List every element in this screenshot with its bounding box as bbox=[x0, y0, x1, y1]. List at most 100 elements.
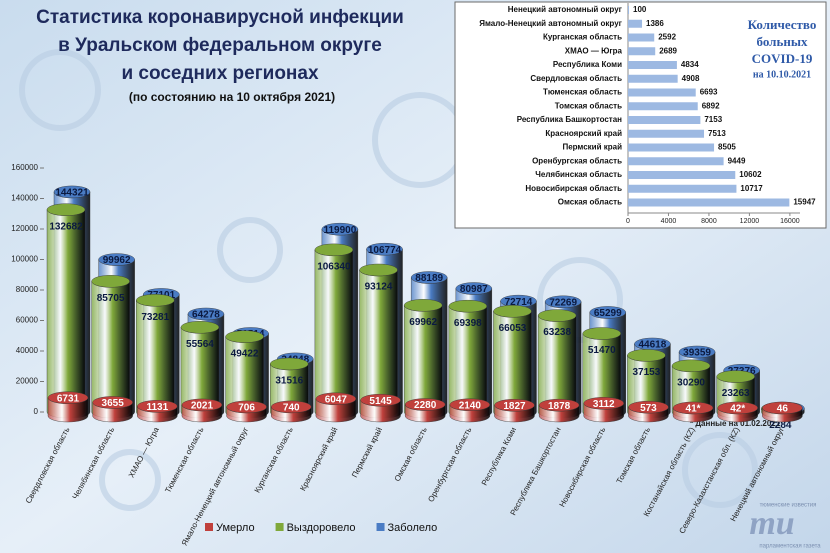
subtitle: (по состоянию на 10 октября 2021) bbox=[129, 90, 335, 104]
y-tick-label: 60000 bbox=[16, 316, 39, 325]
value-label: 2140 bbox=[459, 400, 482, 411]
value-label: 6047 bbox=[325, 394, 348, 405]
value-label: 15947 bbox=[793, 198, 816, 207]
cylinder-top bbox=[582, 327, 621, 340]
value-label: 66053 bbox=[499, 323, 527, 334]
value-label: 4834 bbox=[681, 60, 699, 69]
cylinder-top bbox=[762, 401, 803, 415]
cylinder-top bbox=[455, 282, 493, 295]
value-label: 573 bbox=[640, 403, 657, 414]
value-label: 6731 bbox=[57, 393, 80, 404]
cylinder-top bbox=[92, 396, 133, 409]
y-tick-label: ХМАО — Югра bbox=[565, 46, 623, 55]
value-label: 2592 bbox=[658, 33, 676, 42]
value-label: 73281 bbox=[141, 312, 169, 323]
value-label: 6693 bbox=[700, 88, 718, 97]
cylinder bbox=[46, 209, 86, 419]
legend-swatch bbox=[376, 523, 385, 531]
y-tick-label: Челябинская область bbox=[535, 170, 622, 179]
bar bbox=[628, 19, 643, 28]
legend-label: Умерло bbox=[216, 522, 255, 534]
bar bbox=[628, 157, 724, 166]
value-label: 2284 bbox=[769, 420, 792, 431]
cylinder-top bbox=[91, 275, 130, 288]
watermark-logo: mu bbox=[749, 505, 794, 542]
cylinder-top bbox=[583, 397, 624, 410]
value-label: 3112 bbox=[593, 399, 615, 410]
value-label: 85705 bbox=[97, 293, 125, 304]
y-tick-label: Новосибирская область bbox=[525, 184, 622, 193]
bar bbox=[628, 33, 655, 42]
y-tick-label: Ненецкий автономный округ bbox=[508, 5, 623, 14]
value-label: 1878 bbox=[548, 401, 571, 412]
y-tick-label: 0 bbox=[34, 407, 39, 416]
cylinder-top bbox=[47, 391, 89, 404]
cylinder-top bbox=[366, 242, 403, 256]
value-label: 2021 bbox=[191, 401, 214, 412]
cylinder-top bbox=[537, 309, 577, 322]
legend-label: Выздоровело bbox=[287, 522, 356, 534]
y-tick-label: 160000 bbox=[11, 163, 38, 172]
y-tick-label: 120000 bbox=[11, 224, 38, 233]
value-label: 88189 bbox=[415, 273, 443, 284]
cylinder-top bbox=[589, 306, 626, 319]
inset-title: Количество bbox=[748, 17, 817, 32]
cylinder-top bbox=[678, 345, 716, 359]
value-label: 72269 bbox=[549, 297, 577, 308]
cylinder-top bbox=[226, 400, 267, 414]
bar bbox=[628, 47, 656, 56]
title: и соседних регионах bbox=[121, 63, 318, 84]
bar bbox=[628, 74, 678, 83]
value-label: 41* bbox=[686, 404, 701, 415]
cylinder-top bbox=[315, 392, 357, 405]
x-tick-label: 4000 bbox=[661, 218, 677, 225]
value-label: 65299 bbox=[594, 308, 622, 319]
legend-label: Заболело bbox=[388, 522, 438, 534]
value-label: 72714 bbox=[505, 297, 533, 308]
value-label: 39359 bbox=[683, 348, 711, 359]
x-tick-label: 8000 bbox=[701, 218, 717, 225]
value-label: 23263 bbox=[722, 388, 750, 399]
x-tick-label: 12000 bbox=[740, 218, 760, 225]
value-label: 7513 bbox=[708, 129, 726, 138]
cylinder-top bbox=[494, 399, 535, 412]
value-label: 99962 bbox=[103, 255, 131, 266]
title: в Уральском федеральном округе bbox=[58, 35, 382, 56]
legend-swatch bbox=[275, 523, 284, 531]
y-tick-label: 20000 bbox=[16, 377, 39, 386]
cylinder-top bbox=[404, 398, 446, 411]
cylinder-top bbox=[98, 253, 135, 266]
value-label: 740 bbox=[283, 403, 300, 414]
value-label: 51470 bbox=[588, 345, 616, 356]
y-tick-label: Республика Коми bbox=[553, 60, 622, 69]
value-label: 1131 bbox=[146, 402, 168, 413]
cylinder-top bbox=[627, 349, 666, 362]
value-label: 10717 bbox=[740, 184, 763, 193]
cylinder-top bbox=[448, 299, 488, 313]
value-label: 69962 bbox=[409, 317, 437, 328]
watermark-bottom: парламентская газета bbox=[759, 544, 821, 550]
bar bbox=[628, 6, 630, 14]
watermark-top: тюменские известия bbox=[760, 503, 817, 509]
cylinder-top bbox=[137, 400, 178, 413]
footnote: * Данные на 01.02.2021 bbox=[690, 419, 781, 428]
value-label: 119900 bbox=[323, 225, 356, 236]
value-label: 9449 bbox=[728, 156, 746, 165]
legend-swatch bbox=[205, 523, 213, 531]
inset-subtitle: на 10.10.2021 bbox=[753, 69, 811, 80]
value-label: 1386 bbox=[646, 19, 664, 28]
cylinder-top bbox=[628, 400, 669, 414]
cylinder-top bbox=[270, 357, 309, 371]
value-label: 132682 bbox=[49, 221, 83, 232]
cylinder-top bbox=[136, 294, 175, 307]
value-label: 100 bbox=[633, 5, 647, 14]
value-label: 106340 bbox=[317, 261, 351, 272]
y-tick-label: Томская область bbox=[555, 101, 622, 110]
y-tick-label: Красноярский край bbox=[545, 129, 622, 138]
bar bbox=[628, 198, 790, 207]
value-label: 706 bbox=[238, 403, 255, 414]
cylinder-top bbox=[359, 263, 398, 277]
cylinder-top bbox=[717, 401, 758, 415]
cylinder-top bbox=[671, 359, 711, 373]
